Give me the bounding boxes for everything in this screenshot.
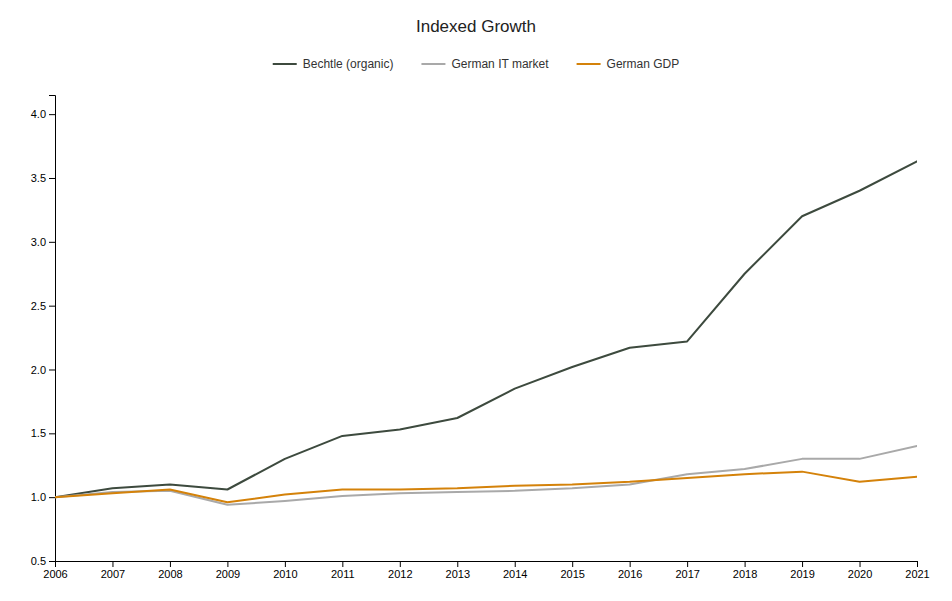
x-tick-mark (917, 561, 918, 567)
x-tick-label: 2007 (101, 568, 125, 580)
x-tick: 2013 (446, 561, 470, 580)
x-tick-mark (860, 561, 861, 567)
y-tick-label: 3.5 (31, 172, 46, 184)
series-line (55, 472, 917, 503)
x-tick-label: 2008 (158, 568, 182, 580)
x-tick: 2011 (331, 561, 355, 580)
y-tick-label: 4.0 (31, 108, 46, 120)
x-tick-label: 2015 (560, 568, 584, 580)
legend-label: German IT market (451, 57, 549, 71)
x-tick-mark (572, 561, 573, 567)
x-tick-label: 2010 (273, 568, 297, 580)
x-tick-label: 2006 (43, 568, 67, 580)
y-tick-mark (49, 178, 55, 179)
x-tick: 2015 (560, 561, 584, 580)
legend-swatch (421, 63, 445, 65)
x-tick-label: 2011 (331, 568, 355, 580)
x-axis: 2006 2007 2008 2009 2010 2011 2012 2013 2014 2015… (43, 561, 929, 580)
legend-item: German IT market (421, 57, 549, 71)
x-tick-mark (170, 561, 171, 567)
y-tick-label: 3.0 (31, 236, 46, 248)
x-tick: 2006 (43, 561, 67, 580)
y-tick-label: 0.5 (31, 555, 46, 567)
y-tick-mark (49, 433, 55, 434)
legend-label: Bechtle (organic) (303, 57, 394, 71)
legend-swatch (273, 63, 297, 65)
y-tick-mark (49, 242, 55, 243)
y-tick: 1.0 (31, 491, 55, 503)
y-tick-mark (49, 369, 55, 370)
y-tick: 3.0 (31, 236, 55, 248)
title: Indexed Growth (416, 17, 536, 36)
x-tick-label: 2019 (790, 568, 814, 580)
x-tick-mark (285, 561, 286, 567)
legend-item: German GDP (577, 57, 680, 71)
x-tick: 2018 (733, 561, 757, 580)
y-tick: 3.5 (31, 172, 55, 184)
x-tick-label: 2012 (388, 568, 412, 580)
y-tick-label: 2.0 (31, 364, 46, 376)
y-tick-label: 1.0 (31, 491, 46, 503)
x-tick-mark (227, 561, 228, 567)
y-tick: 4.0 (31, 108, 55, 120)
x-tick: 2021 (905, 561, 929, 580)
y-axis-line (49, 96, 56, 562)
legend-swatch (577, 63, 601, 65)
x-tick-mark (687, 561, 688, 567)
x-tick: 2016 (618, 561, 642, 580)
x-tick-label: 2009 (216, 568, 240, 580)
plot: 2006 2007 2008 2009 2010 2011 2012 2013 2014 2015… (31, 96, 930, 580)
x-tick-mark (457, 561, 458, 567)
x-tick-mark (802, 561, 803, 567)
x-tick-mark (112, 561, 113, 567)
y-tick-label: 1.5 (31, 427, 46, 439)
y-tick: 2.5 (31, 300, 55, 312)
x-tick-label: 2014 (503, 568, 527, 580)
x-tick-mark (515, 561, 516, 567)
legend: Bechtle (organic) German IT market German … (273, 57, 680, 71)
legend-item: Bechtle (organic) (273, 57, 394, 71)
x-tick: 2007 (101, 561, 125, 580)
x-tick-label: 2017 (675, 568, 699, 580)
series-line (55, 446, 917, 505)
y-axis: 0.5 1.0 1.5 2.0 2.5 3.0 3.5 4.0 (31, 96, 56, 568)
y-tick-mark (49, 497, 55, 498)
legend-label: German GDP (607, 57, 680, 71)
y-tick-label: 2.5 (31, 300, 46, 312)
y-tick: 2.0 (31, 364, 55, 376)
x-tick-label: 2020 (848, 568, 872, 580)
y-tick-mark (49, 561, 55, 562)
x-tick-mark (342, 561, 343, 567)
x-tick: 2020 (848, 561, 872, 580)
x-tick-mark (630, 561, 631, 567)
series-line (55, 161, 917, 497)
x-tick-mark (745, 561, 746, 567)
y-tick: 1.5 (31, 427, 55, 439)
x-tick: 2012 (388, 561, 412, 580)
x-tick: 2017 (675, 561, 699, 580)
x-axis-line (56, 562, 918, 568)
x-tick: 2019 (790, 561, 814, 580)
x-tick: 2014 (503, 561, 527, 580)
x-tick: 2010 (273, 561, 297, 580)
x-tick: 2009 (216, 561, 240, 580)
chart: Indexed Growth20062007200820092010201120… (0, 0, 952, 601)
x-tick-label: 2021 (905, 568, 929, 580)
x-tick-mark (400, 561, 401, 567)
lines (55, 161, 917, 504)
y-tick-mark (49, 114, 55, 115)
x-tick-label: 2018 (733, 568, 757, 580)
y-tick: 0.5 (31, 555, 55, 567)
y-tick-mark (49, 306, 55, 307)
x-tick-label: 2013 (446, 568, 470, 580)
x-tick: 2008 (158, 561, 182, 580)
x-tick-label: 2016 (618, 568, 642, 580)
